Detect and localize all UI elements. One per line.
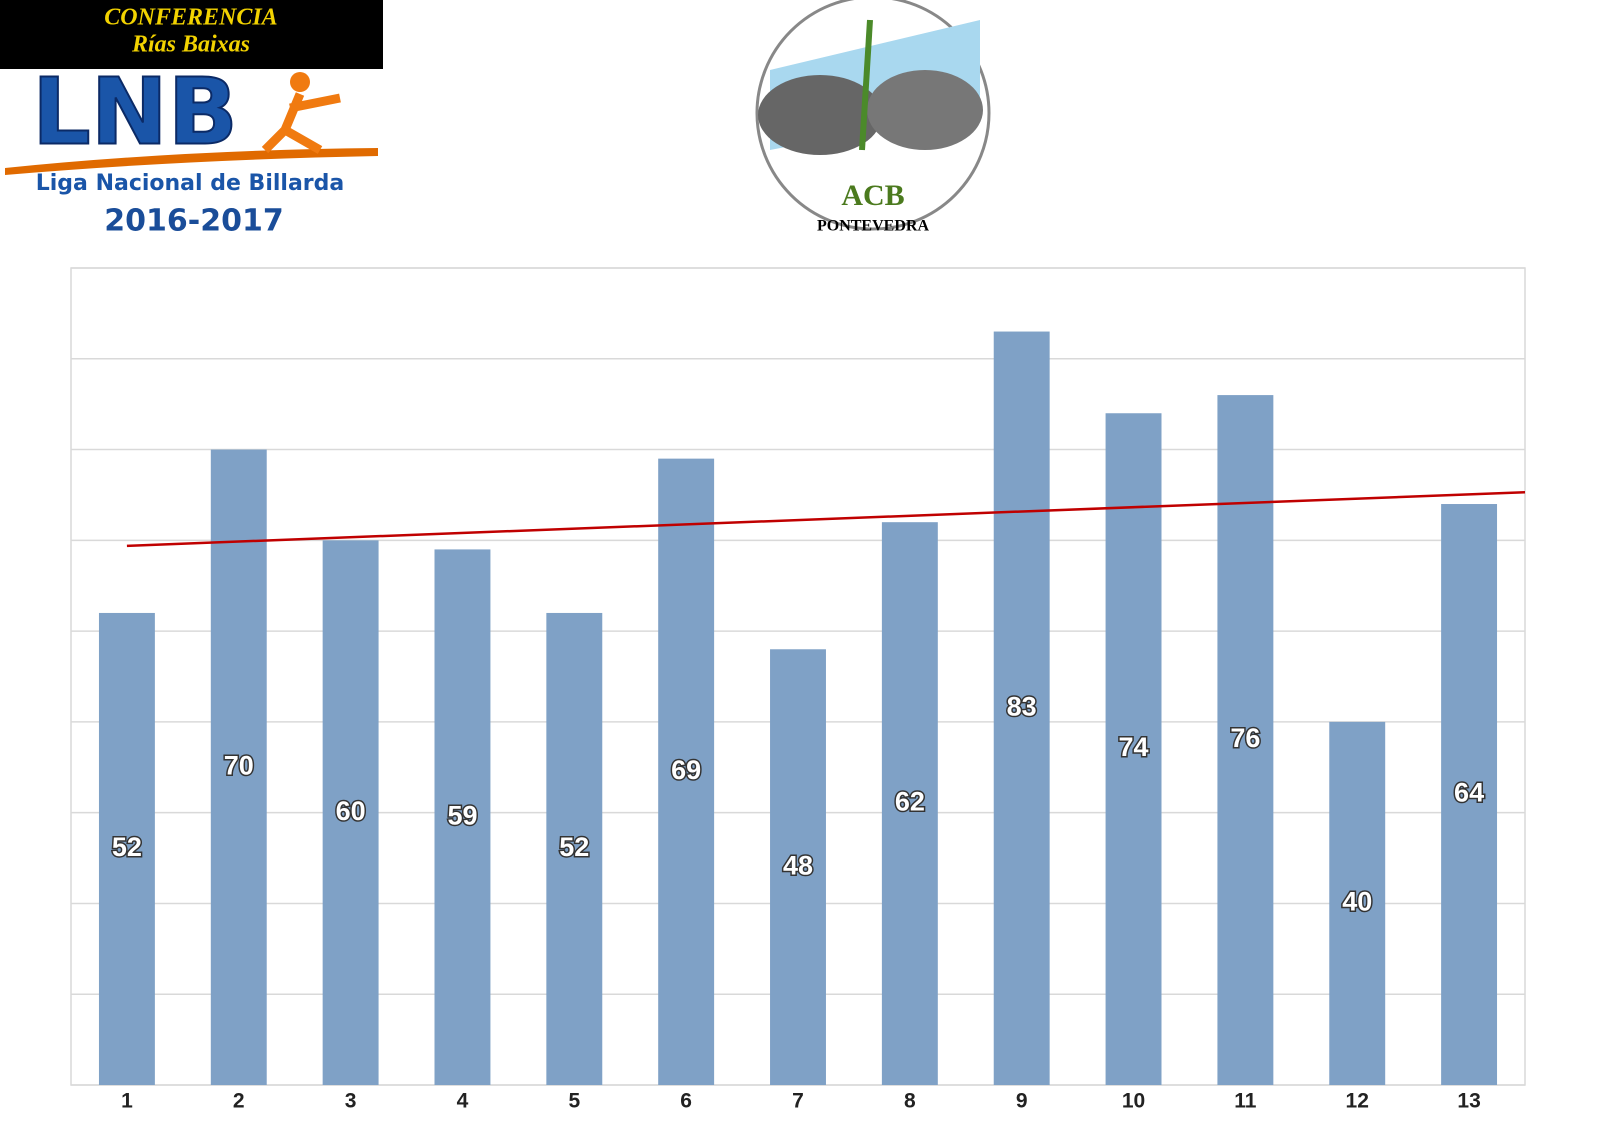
x-tick-label: 9 xyxy=(1016,1090,1028,1113)
club-abbr: ACB xyxy=(841,179,904,212)
bar xyxy=(1217,395,1274,1086)
value-label: 48 xyxy=(783,850,813,880)
x-tick-label: 2 xyxy=(233,1090,245,1113)
club-city: PONTEVEDRA xyxy=(817,218,929,235)
conference-name: CONFERENCIA xyxy=(104,5,277,31)
bar xyxy=(881,522,938,1085)
value-label: 40 xyxy=(1342,887,1372,917)
value-label: 60 xyxy=(336,796,366,826)
value-label: 59 xyxy=(447,800,477,830)
logo-plant xyxy=(859,19,873,151)
value-label: 69 xyxy=(671,755,701,785)
x-tick-label: 5 xyxy=(568,1090,580,1113)
x-tick-label: 3 xyxy=(345,1090,357,1113)
logo-swoosh xyxy=(5,148,378,175)
value-label: 70 xyxy=(224,750,254,780)
logo-rhino xyxy=(867,70,983,150)
bar xyxy=(322,540,379,1085)
value-label: 83 xyxy=(1007,691,1037,721)
conference-region: Rías Baixas xyxy=(131,32,250,58)
logo-figure xyxy=(290,72,310,92)
logo-rhino xyxy=(758,75,882,155)
x-tick-label: 6 xyxy=(680,1090,692,1113)
x-tick-label: 13 xyxy=(1457,1090,1480,1113)
value-label: 52 xyxy=(112,832,142,862)
bar xyxy=(98,612,155,1085)
value-label: 62 xyxy=(895,787,925,817)
trend-line xyxy=(126,490,1526,548)
x-tick-label: 12 xyxy=(1346,1090,1369,1113)
value-label: 52 xyxy=(559,832,589,862)
bar xyxy=(993,331,1050,1085)
bar xyxy=(1329,721,1386,1085)
bar xyxy=(210,449,267,1085)
bar xyxy=(658,458,715,1086)
league-abbr: LNB xyxy=(32,58,238,165)
logo-figure xyxy=(261,92,341,154)
bar xyxy=(1441,504,1498,1085)
x-tick-label: 10 xyxy=(1122,1090,1145,1113)
x-tick-label: 8 xyxy=(904,1090,916,1113)
value-label: 76 xyxy=(1230,723,1260,753)
x-tick-label: 11 xyxy=(1234,1090,1257,1113)
x-tick-label: 4 xyxy=(457,1090,469,1113)
bar xyxy=(1105,413,1162,1085)
bar xyxy=(434,549,491,1085)
x-tick-label: 1 xyxy=(121,1090,133,1113)
season: 2016-2017 xyxy=(104,204,283,239)
value-label: 64 xyxy=(1454,778,1484,808)
league-name: Liga Nacional de Billarda xyxy=(36,171,344,196)
value-label: 74 xyxy=(1119,732,1149,762)
x-tick-label: 7 xyxy=(792,1090,804,1113)
bar xyxy=(546,612,603,1085)
conference-banner xyxy=(0,0,383,69)
bar xyxy=(770,649,826,1085)
